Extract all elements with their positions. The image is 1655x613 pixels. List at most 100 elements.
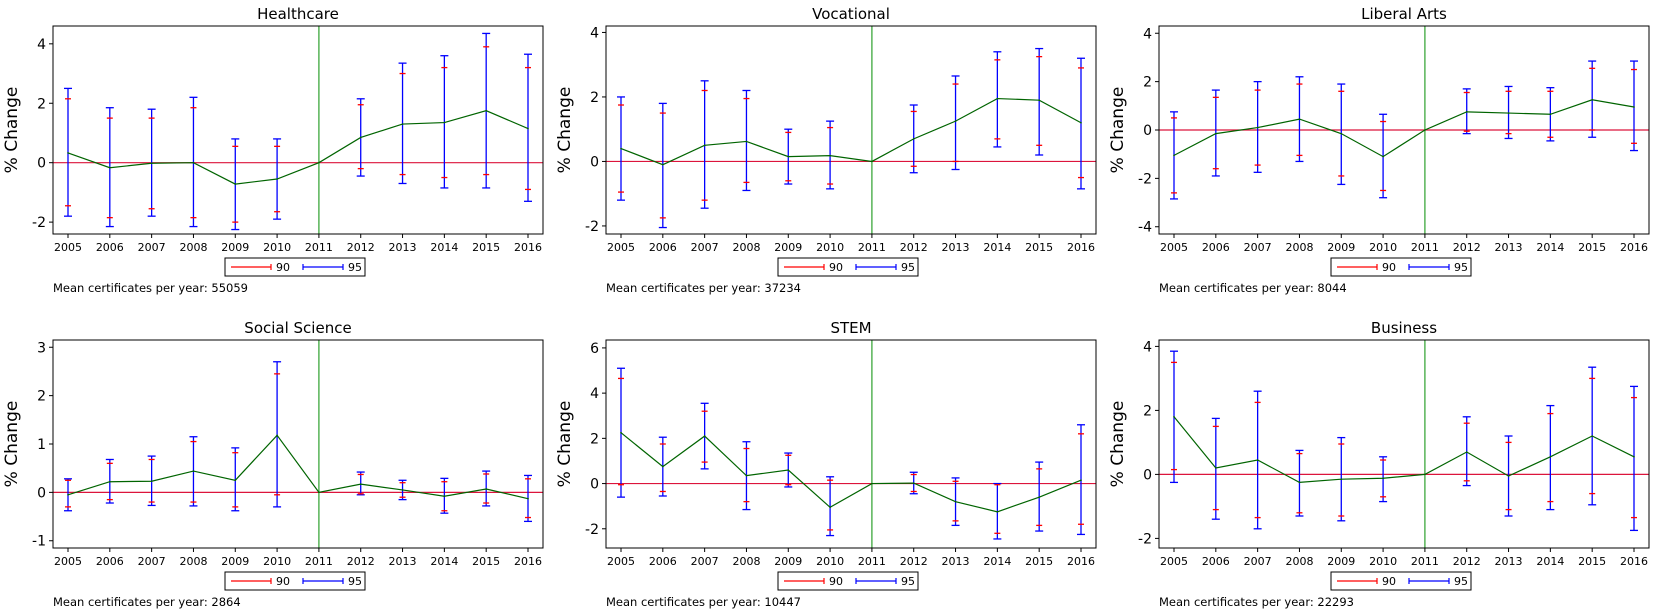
data-point <box>234 183 237 185</box>
data-point <box>485 488 487 490</box>
data-point <box>1465 451 1468 453</box>
x-tick-label: 2006 <box>649 241 677 254</box>
y-axis-label: % Change <box>1108 87 1128 174</box>
legend-label-95: 95 <box>1454 575 1468 588</box>
legend-label-95: 95 <box>1454 261 1468 274</box>
legend-box <box>777 257 919 277</box>
series-line <box>620 97 1082 166</box>
chart-panel-vocational: Vocational % Change -2 0 2 4 2005 2006 2007 2008 2… <box>555 5 1097 295</box>
legend-label-95: 95 <box>348 261 362 274</box>
x-tick-label: 2007 <box>1244 241 1272 254</box>
x-tick-label: 2013 <box>389 241 417 254</box>
x-tick-label: 2016 <box>1620 555 1648 568</box>
ci90-errorbar <box>1078 433 1084 525</box>
x-tick-label: 2014 <box>1536 555 1564 568</box>
data-point <box>1382 155 1384 158</box>
data-point <box>620 147 622 150</box>
x-tick-label: 2012 <box>347 555 375 568</box>
x-tick-label: 2011 <box>1411 241 1439 254</box>
x-tick-label: 2016 <box>1067 555 1095 568</box>
ci90-errorbar <box>399 482 406 498</box>
legend: 90 95 <box>777 257 919 277</box>
data-point <box>1173 154 1175 157</box>
chart-title: Business <box>1371 319 1437 337</box>
y-tick-label: 1 <box>37 437 46 453</box>
data-point <box>443 121 446 124</box>
plot-frame <box>52 25 544 235</box>
chart-panel-business: Business % Change -2 0 2 4 2005 2006 2007 2008 200… <box>1108 319 1650 609</box>
ci90-errorbar <box>274 373 281 496</box>
ci90-errorbar <box>106 462 113 501</box>
x-tick-label: 2011 <box>858 241 886 254</box>
x-tick-label: 2012 <box>347 241 375 254</box>
ci90-errorbar <box>1589 67 1596 131</box>
x-tick-label: 2008 <box>732 555 760 568</box>
ci90-errorbar <box>701 410 708 463</box>
ci90-errorbar <box>994 484 1001 534</box>
ci95-errorbar <box>700 80 709 209</box>
legend-label-90: 90 <box>829 575 843 588</box>
ci90-errorbar <box>827 126 834 185</box>
ci90-errorbar <box>785 454 792 486</box>
ci90-errorbar <box>1171 117 1177 194</box>
legend-box <box>224 571 366 591</box>
ci90-errorbar <box>1338 90 1345 177</box>
ci90-errorbar <box>441 66 448 179</box>
x-tick-label: 2010 <box>1369 555 1397 568</box>
ci95-errorbar <box>742 89 751 192</box>
ci95-errorbar <box>273 361 282 508</box>
y-tick-label: 4 <box>1143 26 1152 42</box>
y-axis-label: % Change <box>555 87 575 174</box>
legend-label-90: 90 <box>829 261 843 274</box>
ci90-errorbar <box>1338 443 1345 517</box>
x-tick-label: 2012 <box>1453 555 1481 568</box>
x-tick-label: 2012 <box>1453 241 1481 254</box>
ci90-errorbar <box>952 83 959 163</box>
data-point <box>276 178 278 180</box>
legend-label-90: 90 <box>1382 261 1396 274</box>
data-point <box>527 127 529 130</box>
x-tick-label: 2014 <box>430 241 458 254</box>
series-line <box>620 432 1082 513</box>
data-point <box>829 154 831 157</box>
legend: 90 95 <box>224 257 366 277</box>
series-line <box>67 434 529 500</box>
x-tick-label: 2007 <box>138 555 166 568</box>
x-tick-label: 2013 <box>942 241 970 254</box>
ci90-errorbar <box>190 440 197 503</box>
x-tick-label: 2008 <box>179 241 207 254</box>
data-point <box>829 506 831 509</box>
x-tick-label: 2005 <box>607 241 635 254</box>
x-tick-label: 2010 <box>1369 241 1397 254</box>
data-point <box>1465 111 1468 113</box>
x-tick-label: 2006 <box>1202 555 1230 568</box>
y-axis-label: % Change <box>2 87 22 174</box>
ci90-errorbar <box>1254 89 1261 166</box>
mean-certificates-note: Mean certificates per year: 37234 <box>606 281 801 295</box>
x-tick-label: 2006 <box>649 555 677 568</box>
ci90-errorbar <box>1547 90 1554 138</box>
data-point <box>1038 496 1040 498</box>
data-point <box>1633 456 1635 458</box>
ci90-errorbar <box>1589 377 1596 495</box>
chart-panel-social-science: Social Science % Change -1 0 1 2 3 2005 2006 2007… <box>2 319 544 609</box>
x-tick-label: 2013 <box>389 555 417 568</box>
ci90-errorbar <box>1547 412 1554 503</box>
ci90-errorbar <box>525 478 531 519</box>
data-point <box>662 163 664 166</box>
data-point <box>192 161 195 164</box>
data-point <box>1215 132 1217 135</box>
x-tick-label: 2006 <box>96 555 124 568</box>
data-point <box>67 493 69 496</box>
ci90-errorbar <box>148 458 155 503</box>
x-tick-label: 2014 <box>983 241 1011 254</box>
x-tick-label: 2013 <box>1495 241 1523 254</box>
y-axis-label: % Change <box>555 401 575 488</box>
y-tick-label: 0 <box>37 485 46 501</box>
plot-frame <box>1158 339 1650 549</box>
data-point <box>1038 99 1040 101</box>
x-tick-label: 2014 <box>430 555 458 568</box>
x-tick-label: 2008 <box>1285 241 1313 254</box>
x-tick-label: 2005 <box>607 555 635 568</box>
x-tick-label: 2015 <box>1025 241 1053 254</box>
